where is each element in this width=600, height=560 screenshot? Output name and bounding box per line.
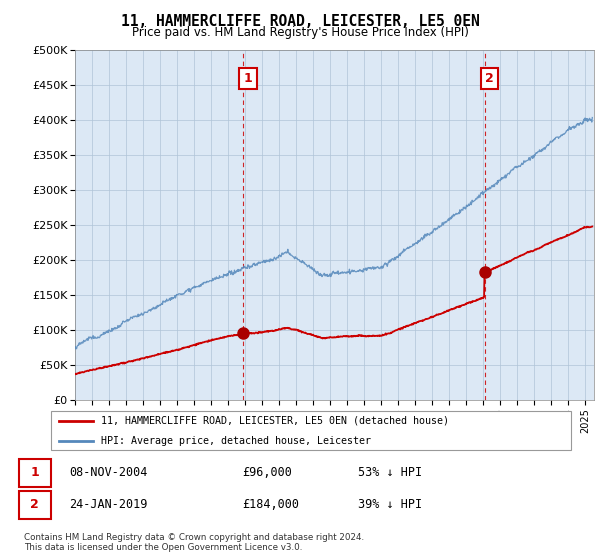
- FancyBboxPatch shape: [19, 491, 50, 519]
- Text: 53% ↓ HPI: 53% ↓ HPI: [358, 466, 422, 479]
- Text: Contains HM Land Registry data © Crown copyright and database right 2024.: Contains HM Land Registry data © Crown c…: [24, 533, 364, 542]
- Text: Price paid vs. HM Land Registry's House Price Index (HPI): Price paid vs. HM Land Registry's House …: [131, 26, 469, 39]
- Text: This data is licensed under the Open Government Licence v3.0.: This data is licensed under the Open Gov…: [24, 543, 302, 552]
- Text: 2: 2: [30, 498, 39, 511]
- Text: 11, HAMMERCLIFFE ROAD, LEICESTER, LE5 0EN (detached house): 11, HAMMERCLIFFE ROAD, LEICESTER, LE5 0E…: [101, 416, 449, 426]
- Text: 1: 1: [244, 72, 252, 85]
- Text: HPI: Average price, detached house, Leicester: HPI: Average price, detached house, Leic…: [101, 436, 371, 446]
- Text: 24-JAN-2019: 24-JAN-2019: [70, 498, 148, 511]
- Text: £184,000: £184,000: [242, 498, 299, 511]
- FancyBboxPatch shape: [50, 411, 571, 450]
- Text: 11, HAMMERCLIFFE ROAD, LEICESTER, LE5 0EN: 11, HAMMERCLIFFE ROAD, LEICESTER, LE5 0E…: [121, 14, 479, 29]
- FancyBboxPatch shape: [19, 459, 50, 487]
- Text: 08-NOV-2004: 08-NOV-2004: [70, 466, 148, 479]
- Text: 2: 2: [485, 72, 494, 85]
- Text: 1: 1: [30, 466, 39, 479]
- Text: 39% ↓ HPI: 39% ↓ HPI: [358, 498, 422, 511]
- Text: £96,000: £96,000: [242, 466, 292, 479]
